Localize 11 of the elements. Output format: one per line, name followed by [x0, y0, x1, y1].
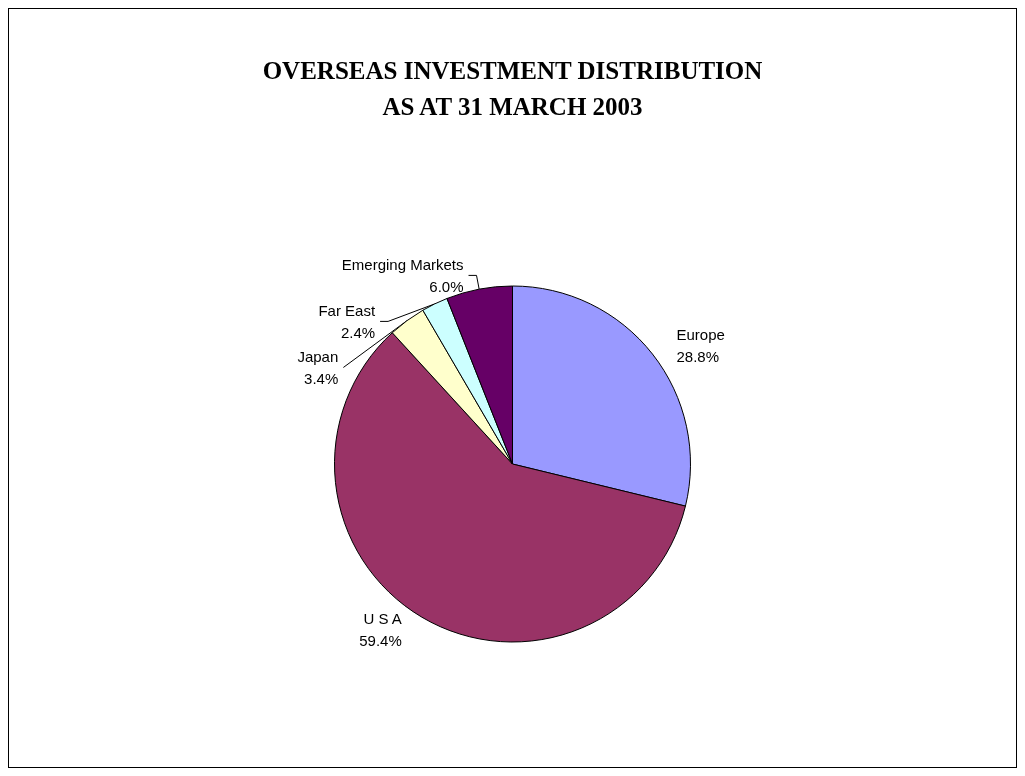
slice-label: Far East — [318, 301, 376, 319]
data-label: 59.4% — [359, 631, 402, 649]
chart-title: OVERSEAS INVESTMENT DISTRIBUTION AS AT 31 MARCH 2003 — [262, 56, 763, 120]
slice-label: Europe — [676, 325, 725, 343]
data-label: 6.0% — [429, 277, 464, 295]
slice-label: Japan — [297, 347, 339, 365]
data-label: 28.8% — [676, 347, 720, 365]
slice-label: U S A — [363, 609, 402, 627]
data-label: 2.4% — [340, 323, 376, 341]
data-label: 3.4% — [304, 369, 339, 387]
slice-label: Emerging Markets — [341, 255, 464, 273]
